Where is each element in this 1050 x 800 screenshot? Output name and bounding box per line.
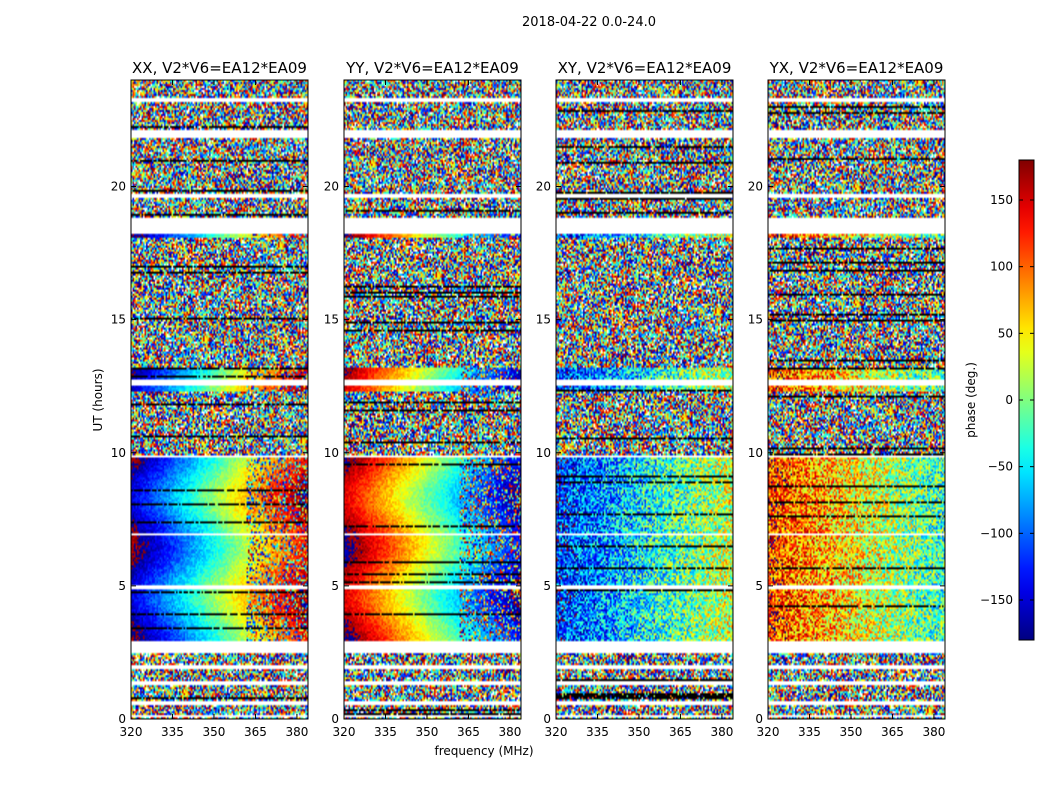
x-tick-label: 335 bbox=[374, 725, 397, 739]
colorbar-tick-label: 100 bbox=[990, 260, 1013, 274]
panel-3: XY, V2*V6=EA12*EA09 320 335 350 365 380 0 5 10 15… bbox=[536, 59, 734, 739]
colorbar-tick-label: −150 bbox=[980, 593, 1013, 607]
x-tick-label: 335 bbox=[586, 725, 609, 739]
panel-2: YY, V2*V6=EA12*EA09 320 335 350 365 380 0 5 10 15… bbox=[324, 59, 522, 739]
y-tick-label: 10 bbox=[111, 446, 126, 460]
y-tick-label: 15 bbox=[324, 313, 339, 327]
panel-frame bbox=[130, 79, 309, 720]
y-tick-label: 10 bbox=[748, 446, 763, 460]
panel-title: YX, V2*V6=EA12*EA09 bbox=[769, 59, 944, 77]
y-tick-label: 20 bbox=[324, 180, 339, 194]
x-tick-label: 380 bbox=[710, 725, 733, 739]
y-tick-label: 5 bbox=[118, 579, 126, 593]
y-tick-label: 20 bbox=[536, 180, 551, 194]
heatmap-image bbox=[556, 80, 733, 719]
y-tick-label: 5 bbox=[755, 579, 763, 593]
y-tick-label: 15 bbox=[111, 313, 126, 327]
x-tick-label: 365 bbox=[457, 725, 480, 739]
heatmap-image bbox=[131, 80, 308, 719]
x-tick-label: 320 bbox=[333, 725, 356, 739]
x-tick-label: 380 bbox=[285, 725, 308, 739]
x-tick-label: 320 bbox=[757, 725, 780, 739]
x-tick-label: 380 bbox=[498, 725, 521, 739]
panel-4: YX, V2*V6=EA12*EA09 320 335 350 365 380 0 5 10 15… bbox=[748, 59, 946, 739]
y-tick-label: 15 bbox=[536, 313, 551, 327]
x-tick-label: 320 bbox=[545, 725, 568, 739]
heatmap-image bbox=[344, 80, 521, 719]
y-tick-label: 20 bbox=[111, 180, 126, 194]
colorbar-tick-label: −100 bbox=[980, 526, 1013, 540]
heatmap-image bbox=[768, 80, 945, 719]
x-tick-label: 350 bbox=[840, 725, 863, 739]
y-tick-label: 15 bbox=[748, 313, 763, 327]
figure-title: 2018-04-22 0.0-24.0 bbox=[522, 15, 656, 30]
panel-1: XX, V2*V6=EA12*EA09 320 335 350 365 380 0 5 10 15… bbox=[111, 59, 309, 739]
x-tick-label: 335 bbox=[161, 725, 184, 739]
x-tick-label: 350 bbox=[203, 725, 226, 739]
panel-title: YY, V2*V6=EA12*EA09 bbox=[345, 59, 519, 77]
colorbar-tick-label: −50 bbox=[988, 460, 1013, 474]
y-tick-label: 0 bbox=[118, 712, 126, 726]
x-tick-label: 365 bbox=[669, 725, 692, 739]
colorbar-tick-label: 150 bbox=[990, 193, 1013, 207]
y-tick-label: 10 bbox=[324, 446, 339, 460]
y-tick-label: 0 bbox=[331, 712, 339, 726]
y-tick-label: 5 bbox=[543, 579, 551, 593]
x-tick-label: 335 bbox=[798, 725, 821, 739]
x-axis-label: frequency (MHz) bbox=[434, 744, 533, 758]
panel-frame bbox=[555, 79, 734, 720]
colorbar: 150 100 50 0 −50 −100 −150 bbox=[980, 159, 1035, 641]
panel-frame bbox=[343, 79, 522, 720]
y-tick-label: 0 bbox=[755, 712, 763, 726]
y-axis-label: UT (hours) bbox=[91, 368, 105, 431]
x-tick-label: 320 bbox=[120, 725, 143, 739]
y-tick-label: 10 bbox=[536, 446, 551, 460]
panel-frame bbox=[767, 79, 946, 720]
y-tick-label: 5 bbox=[331, 579, 339, 593]
x-tick-label: 365 bbox=[244, 725, 267, 739]
colorbar-label: phase (deg.) bbox=[964, 362, 978, 438]
y-tick-label: 0 bbox=[543, 712, 551, 726]
colorbar-tick-label: 0 bbox=[1005, 393, 1013, 407]
panel-title: XY, V2*V6=EA12*EA09 bbox=[558, 59, 732, 77]
y-tick-label: 20 bbox=[748, 180, 763, 194]
x-tick-label: 365 bbox=[881, 725, 904, 739]
panel-title: XX, V2*V6=EA12*EA09 bbox=[132, 59, 307, 77]
panels-group: XX, V2*V6=EA12*EA09 320 335 350 365 380 0 5 10 15… bbox=[111, 59, 946, 739]
x-tick-label: 380 bbox=[922, 725, 945, 739]
x-tick-label: 350 bbox=[628, 725, 651, 739]
x-tick-label: 350 bbox=[416, 725, 439, 739]
colorbar-tick-label: 50 bbox=[998, 326, 1013, 340]
